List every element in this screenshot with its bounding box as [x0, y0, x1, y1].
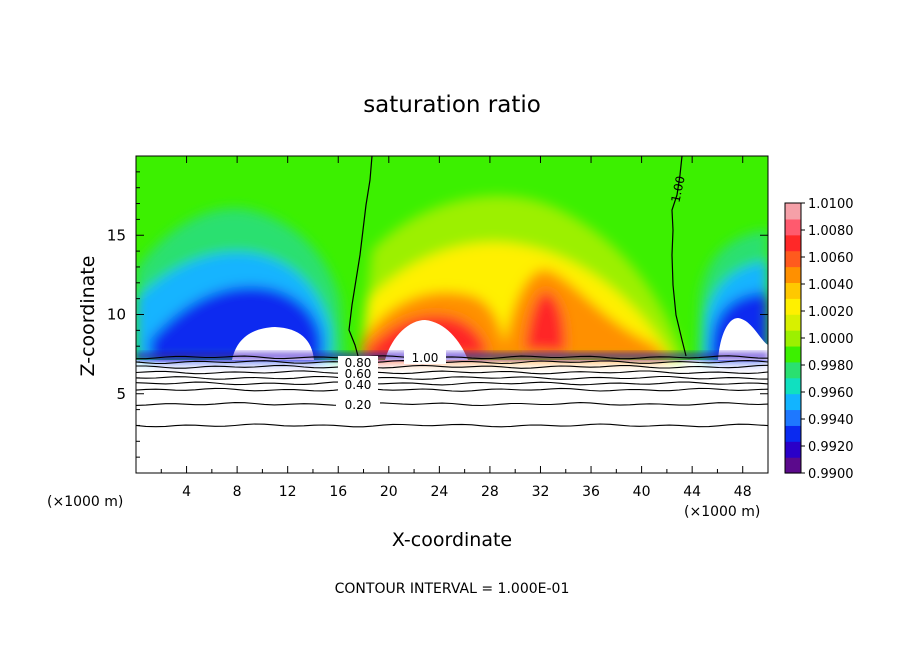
moist-layer: [136, 156, 768, 360]
colorbar-swatch: [785, 234, 801, 252]
colorbar-swatch: [785, 425, 801, 442]
colorbar-tick-label: 0.9940: [808, 413, 854, 428]
cloud-pocket-12km: [232, 327, 314, 360]
x-units-left: (×1000 m): [47, 494, 123, 510]
y-axis-label: Z-coordinate: [77, 256, 99, 377]
x-tick-label: 44: [683, 484, 701, 500]
colorbar-tick-label: 1.0020: [808, 305, 854, 320]
contour-1.00-left: [348, 156, 373, 357]
x-tick-label: 4: [182, 484, 191, 500]
contour-label-0.60: 0.60: [345, 367, 372, 381]
colorbar-tick-label: 0.9960: [808, 386, 854, 401]
colorbar-swatch: [785, 203, 801, 220]
colorbar-swatch: [785, 441, 801, 458]
x-tick-label: 48: [734, 484, 752, 500]
x-tick-label: 16: [329, 484, 347, 500]
x-axis: 4 8 12 16 20 24 28 32 36 40 44 48: [160, 156, 752, 500]
x-axis-label: X-coordinate: [392, 529, 512, 551]
colorbar-tick-label: 0.9900: [808, 467, 854, 482]
y-tick-label: 15: [107, 226, 126, 244]
x-tick-label: 8: [233, 484, 242, 500]
contour-line-0.8: [136, 364, 768, 369]
contour-line-0.9: [136, 360, 768, 365]
colorbar-tick-label: 1.0080: [808, 224, 854, 239]
y-axis: 5 10 15: [107, 171, 768, 458]
contour-line-0.3: [136, 402, 768, 407]
x-tick-label: 36: [582, 484, 600, 500]
colorbar-swatch: [785, 457, 801, 474]
contour-label-0.40: 0.40: [345, 378, 372, 392]
colorbar-swatch: [785, 345, 801, 363]
colorbar-swatch: [785, 266, 801, 284]
contour-label-0.80: 0.80: [345, 356, 372, 370]
colorbar-tick-label: 1.0100: [808, 197, 854, 212]
y-tick-label: 5: [116, 385, 126, 403]
chart-title: saturation ratio: [363, 92, 541, 118]
colorbar-swatch: [785, 361, 801, 379]
colorbar-swatch: [785, 377, 801, 395]
colorbar-swatch: [785, 282, 801, 299]
contour-label-0.20: 0.20: [345, 398, 372, 412]
contour-label-bg: [338, 356, 378, 392]
contour-label-bg: [336, 397, 380, 411]
colorbar: 1.0100 1.0080 1.0060 1.0040 1.0020 1.0000 0.99…: [784, 197, 854, 482]
contour-line-0.5: [136, 381, 768, 386]
colorbar-tick-label: 0.9980: [808, 359, 854, 374]
contour-label-1.00-top: 1.00: [668, 175, 687, 204]
x-tick-label: 28: [481, 484, 499, 500]
cloud-base-band: [136, 352, 768, 360]
contour-line-0.6: [136, 375, 768, 380]
contour-label-bg: [404, 350, 446, 364]
x-tick-label: 40: [633, 484, 651, 500]
y-tick-label: 10: [107, 306, 126, 324]
contour-line-0.7: [136, 370, 768, 375]
colorbar-tick-label: 1.0000: [808, 332, 854, 347]
colorbar-swatch: [785, 409, 801, 426]
colorbar-tick-label: 0.9920: [808, 440, 854, 455]
x-tick-label: 32: [532, 484, 550, 500]
x-tick-label: 24: [430, 484, 448, 500]
colorbar-tick-label: 1.0060: [808, 251, 854, 266]
colorbar-tick-label: 1.0040: [808, 278, 854, 293]
x-tick-label: 20: [380, 484, 398, 500]
contour-line-1: [136, 355, 768, 360]
contour-label-1.00-right: 1.00: [412, 351, 439, 365]
colorbar-swatch: [785, 330, 801, 347]
contour-line-0.2: [136, 423, 768, 428]
colorbar-swatch: [785, 250, 801, 268]
colorbar-swatch: [785, 298, 801, 315]
contour-lines: [136, 355, 768, 428]
x-tick-label: 12: [279, 484, 297, 500]
footer-contour-interval: CONTOUR INTERVAL = 1.000E-01: [335, 581, 570, 597]
contour-1.00-right: [671, 156, 687, 357]
colorbar-swatch: [785, 218, 801, 236]
colorbar-swatch: [785, 393, 801, 411]
colorbar-swatch: [785, 314, 801, 331]
contour-labels: 1.00 1.00 0.80 0.60 0.40 0.20: [336, 175, 688, 412]
contour-line-0.4: [136, 387, 768, 392]
x-units-right: (×1000 m): [684, 504, 760, 520]
cloud-pocket-47km: [718, 318, 768, 360]
plot-field: [136, 156, 768, 473]
